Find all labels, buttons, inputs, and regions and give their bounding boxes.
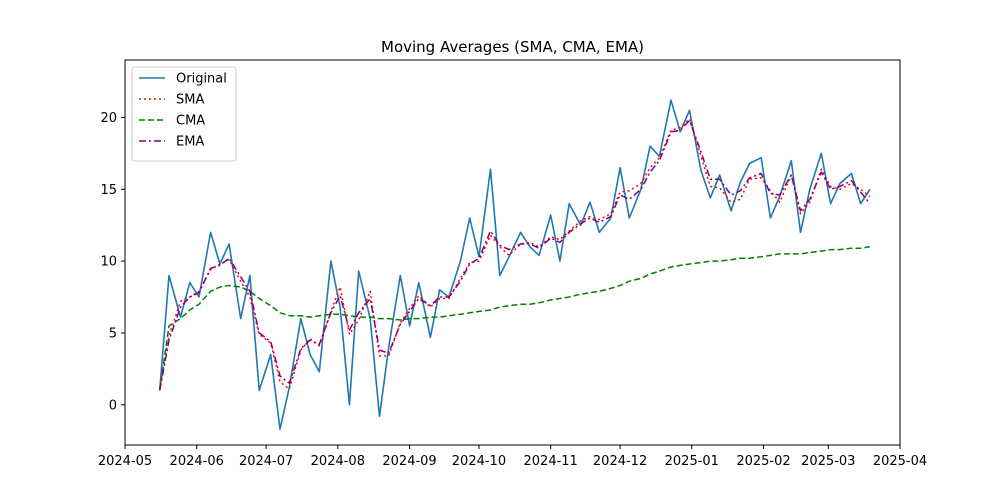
- plot-frame: [124, 59, 901, 446]
- y-tick-label: 15: [100, 183, 117, 198]
- series-line-cma: [158, 246, 871, 391]
- plot-area: [158, 99, 871, 431]
- y-tick-label: 0: [109, 398, 117, 413]
- y-tick-label: 20: [100, 111, 117, 126]
- legend-label-ema: EMA: [176, 135, 204, 150]
- y-tick-label: 5: [109, 326, 117, 341]
- x-tick-label: 2024-07: [239, 454, 293, 469]
- y-tick-label: 10: [100, 255, 117, 270]
- x-tick-label: 2025-03: [801, 454, 855, 469]
- legend: Original SMA CMA EMA: [131, 66, 237, 162]
- legend-label-original: Original: [176, 72, 227, 87]
- x-tick-label: 2024-06: [170, 454, 224, 469]
- series-line-ema: [158, 119, 871, 391]
- x-tick-label: 2024-11: [524, 454, 578, 469]
- legend-label-sma: SMA: [176, 93, 204, 108]
- axes: 2024-05 2024-06 2024-07 2024-08 2024-09 2024-…: [98, 111, 927, 469]
- legend-label-cma: CMA: [176, 114, 205, 129]
- x-tick-label: 2024-10: [452, 454, 506, 469]
- chart-title: Moving Averages (SMA, CMA, EMA): [381, 38, 644, 56]
- x-tick-label: 2024-08: [311, 454, 365, 469]
- series-line-sma: [158, 118, 871, 390]
- x-tick-label: 2024-09: [382, 454, 436, 469]
- series-line-original: [158, 99, 871, 431]
- legend-box: [131, 66, 237, 162]
- x-tick-label: 2025-04: [873, 454, 927, 469]
- x-tick-label: 2024-12: [593, 454, 647, 469]
- x-tick-label: 2025-01: [665, 454, 719, 469]
- x-tick-label: 2024-05: [98, 454, 152, 469]
- x-tick-label: 2025-02: [736, 454, 790, 469]
